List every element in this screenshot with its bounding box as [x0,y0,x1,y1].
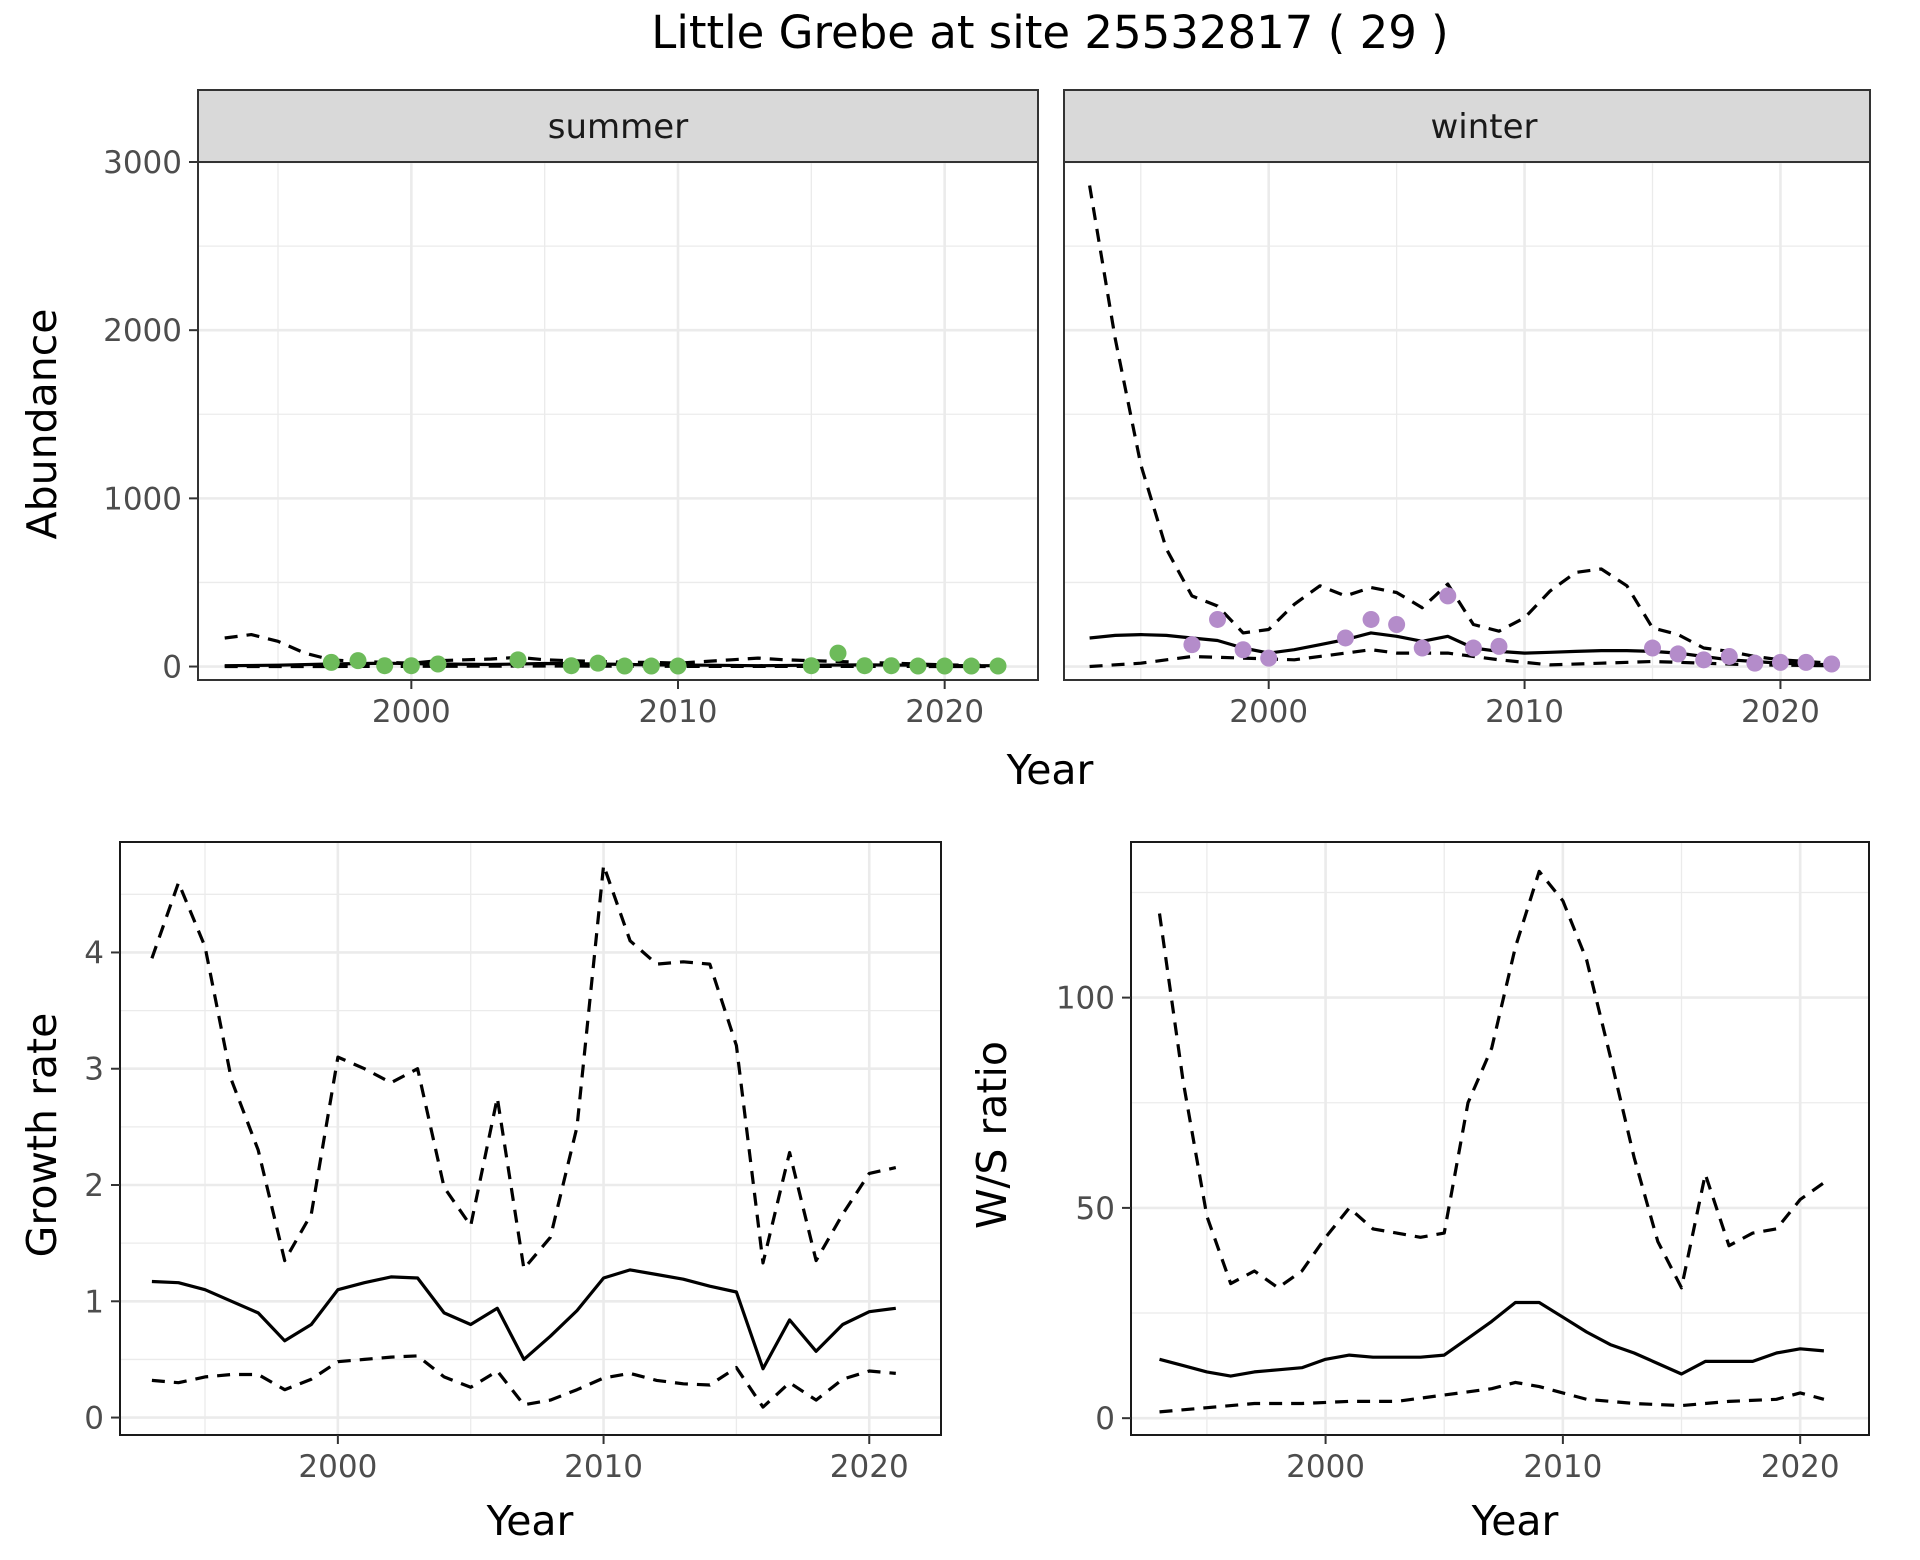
y-tick-label: 0 [84,1401,104,1437]
figure-title: Little Grebe at site 25532817 ( 29 ) [651,6,1448,59]
abundance-winter-observed-point [1644,639,1662,657]
x-tick-label: 2020 [830,1449,909,1485]
abundance-winter-observed-point [1209,610,1227,628]
growth-rate-plot-area [120,842,941,1435]
abundance-summer-plot-area [198,162,1038,680]
x-tick-label: 2010 [564,1449,643,1485]
abundance-winter-observed-point [1746,654,1764,672]
abundance-winter-observed-point [1183,636,1201,654]
x-tick-label: 2000 [298,1449,377,1485]
abundance-summer-observed-point [642,657,660,675]
winter-strip [1063,89,1871,163]
x-tick-label: 2010 [1485,694,1564,730]
abundance-winter-observed-point [1234,641,1252,659]
abundance-summer-observed-point [909,657,927,675]
abundance-summer-observed-point [989,657,1007,675]
y-tick-label: 2000 [103,313,182,349]
abundance-winter-observed-point [1669,645,1687,663]
abundance-winter-observed-point [1464,639,1482,657]
abundance-y-axis-title: Abundance [18,309,66,540]
abundance-summer-observed-point [429,655,447,673]
y-tick-label: 2 [84,1168,104,1204]
abundance-winter-plot-area [1064,162,1870,680]
abundance-winter-observed-point [1771,653,1789,671]
growth-x-axis-title: Year [486,1497,574,1545]
x-tick-label: 2020 [1761,1449,1840,1485]
abundance-summer-observed-point [962,657,980,675]
y-tick-label: 1 [84,1284,104,1320]
y-tick-label: 4 [84,935,104,971]
x-tick-label: 2010 [639,694,718,730]
abundance-summer-observed-point [936,657,954,675]
abundance-winter-observed-point [1362,610,1380,628]
ws-ratio-plot-area [1131,842,1869,1435]
abundance-summer-observed-point [669,657,687,675]
ws-y-axis-title: W/S ratio [968,1041,1016,1229]
abundance-summer-observed-point [616,657,634,675]
y-tick-label: 100 [1056,981,1115,1017]
growth-rate-estimate-line [151,1268,897,1371]
y-tick-label: 50 [1076,1191,1115,1227]
x-tick-label: 2000 [372,694,451,730]
ws-ratio-panel: 2000 2010 2020 0 50 100 [1056,841,1870,1485]
abundance-summer-observed-point [322,653,340,671]
x-tick-label: 2000 [1229,694,1308,730]
x-tick-label: 2020 [905,694,984,730]
growth-rate-panel: 2000 2010 2020 0 1 2 3 4 [84,841,942,1485]
abundance-x-axis-title: Year [1006,746,1094,794]
abundance-winter-observed-point [1413,639,1431,657]
abundance-summer-observed-point [562,657,580,675]
abundance-summer-observed-point [402,657,420,675]
abundance-winter-observed-point [1388,616,1406,633]
winter-strip-label: winter [1430,107,1537,147]
abundance-winter-observed-point [1490,637,1508,655]
abundance-winter-observed-point [1260,649,1278,667]
abundance-winter-observed-point [1336,629,1354,647]
abundance-winter-panel: 2000 2010 2020 [1063,160,1871,730]
growth-rate-frame [119,841,942,1436]
ws-ratio-upper-line [1157,869,1825,1290]
abundance-summer-observed-point [829,644,847,662]
ws-ratio-frame [1130,841,1870,1436]
y-tick-label: 1000 [103,481,182,517]
abundance-winter-upper-line [1088,185,1832,665]
abundance-summer-observed-point [349,652,367,670]
x-tick-label: 2000 [1286,1449,1365,1485]
y-tick-label: 3 [84,1052,104,1088]
abundance-winter-observed-point [1695,651,1713,669]
ws-ratio-estimate-line [1159,1300,1825,1378]
abundance-summer-observed-point [856,657,874,675]
x-tick-label: 2010 [1523,1449,1602,1485]
ws-ratio-lower-line [1159,1380,1825,1414]
x-tick-label: 2020 [1741,694,1820,730]
abundance-summer-observed-point [802,657,820,675]
y-tick-label: 0 [1095,1401,1115,1437]
abundance-winter-observed-point [1797,653,1815,671]
abundance-winter-observed-point [1439,587,1457,605]
abundance-summer-panel: 2000 2010 2020 0 1000 2000 3000 [103,145,1039,730]
abundance-winter-observed-point [1720,647,1738,665]
abundance-summer-observed-point [589,654,607,672]
ws-x-axis-title: Year [1471,1497,1559,1545]
abundance-summer-observed-point [376,657,394,675]
abundance-summer-observed-point [882,657,900,675]
abundance-summer-observed-point [509,651,527,669]
summer-strip [197,89,1039,163]
summer-strip-label: summer [548,107,688,147]
growth-y-axis-title: Growth rate [18,1013,66,1258]
y-tick-label: 0 [162,650,182,686]
y-tick-label: 3000 [103,145,182,181]
abundance-winter-observed-point [1823,655,1841,673]
